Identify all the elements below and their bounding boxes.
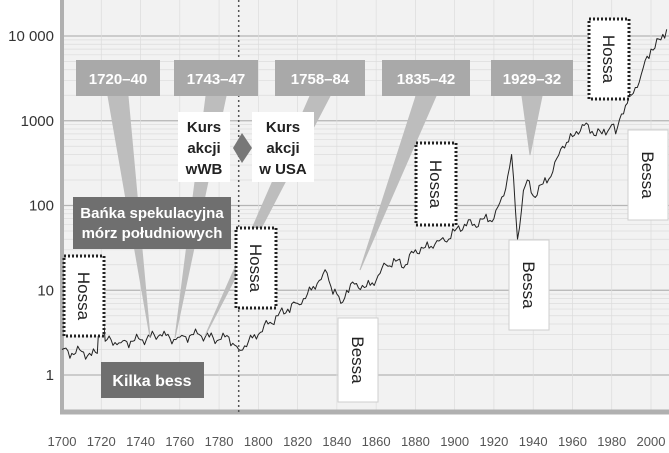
hossa-label: Hossa xyxy=(246,244,265,293)
hossa-label: Hossa xyxy=(599,35,618,84)
hossa-label: Hossa xyxy=(74,272,93,321)
kurs-wb-box xyxy=(178,112,230,182)
kilka-bess-label: Kilka bess xyxy=(112,373,191,390)
tick-labels: 1 10 100 1000 10 000 1700 1720 1740 1760 1780 1800… xyxy=(8,28,665,449)
series-line-usa xyxy=(238,29,668,351)
bessa-label: Bessa xyxy=(519,261,538,309)
x-tick-label: 1920 xyxy=(479,434,508,449)
x-tick-label: 1820 xyxy=(283,434,312,449)
x-tick-label: 1800 xyxy=(244,434,273,449)
hossa-box xyxy=(587,17,631,101)
x-tick-label: 1940 xyxy=(519,434,548,449)
x-tick-label: 1740 xyxy=(126,434,155,449)
hossa-box xyxy=(414,141,458,227)
bessa-box xyxy=(508,239,550,331)
period-label: 1743–47 xyxy=(187,71,245,88)
bubble-label: Bańka spekulacyjna xyxy=(80,205,224,222)
bubble-box xyxy=(73,197,231,249)
bessa-label: Bessa xyxy=(638,151,657,199)
period-box xyxy=(491,60,573,96)
kurs-usa-label: akcji xyxy=(266,140,299,157)
y-tick-label: 10 xyxy=(37,282,54,299)
annotations: 1720–40 1743–47 1758–84 1835–42 1929–32 Kurs a… xyxy=(62,17,669,403)
x-tick-label: 1720 xyxy=(87,434,116,449)
x-tick-label: 1700 xyxy=(48,434,77,449)
period-label: 1835–42 xyxy=(397,71,455,88)
kurs-usa-label: Kurs xyxy=(266,119,300,136)
period-box xyxy=(76,60,160,96)
kurs-usa-label: w USA xyxy=(258,161,307,178)
bessa-box xyxy=(627,129,669,221)
bessa-box xyxy=(337,317,379,403)
kurs-usa-box xyxy=(252,112,314,182)
kurs-wb-label: Kurs xyxy=(187,119,221,136)
hossa-label: Hossa xyxy=(426,160,445,209)
x-tick-label: 1980 xyxy=(597,434,626,449)
x-tick-label: 1900 xyxy=(440,434,469,449)
period-label: 1720–40 xyxy=(89,71,147,88)
period-label: 1929–32 xyxy=(503,71,561,88)
x-tick-label: 1780 xyxy=(205,434,234,449)
bessa-label: Bessa xyxy=(348,336,367,384)
x-tick-label: 1760 xyxy=(165,434,194,449)
period-label: 1758–84 xyxy=(291,71,350,88)
x-tick-label: 1880 xyxy=(401,434,430,449)
axis-frame xyxy=(60,0,669,415)
hossa-box xyxy=(234,226,278,310)
kilka-bess-box xyxy=(101,362,204,398)
hossa-box xyxy=(62,254,106,338)
period-box xyxy=(382,60,470,96)
x-tick-label: 1840 xyxy=(322,434,351,449)
x-tick-label: 2000 xyxy=(637,434,666,449)
period-box xyxy=(275,60,365,96)
y-tick-label: 100 xyxy=(29,198,54,215)
period-box xyxy=(174,60,258,96)
x-tick-label: 1960 xyxy=(558,434,587,449)
x-tick-label: 1860 xyxy=(362,434,391,449)
series-layer xyxy=(61,29,668,360)
kurs-wb-label: akcji xyxy=(187,140,220,157)
bubble-label: mórz południowych xyxy=(82,225,223,242)
y-tick-label: 1 xyxy=(46,367,54,384)
kurs-wb-label: wWB xyxy=(185,161,223,178)
divider-hexagon-icon xyxy=(233,133,252,163)
series-line-wb xyxy=(61,260,240,360)
y-tick-label: 10 000 xyxy=(8,28,54,45)
y-tick-label: 1000 xyxy=(21,113,54,130)
